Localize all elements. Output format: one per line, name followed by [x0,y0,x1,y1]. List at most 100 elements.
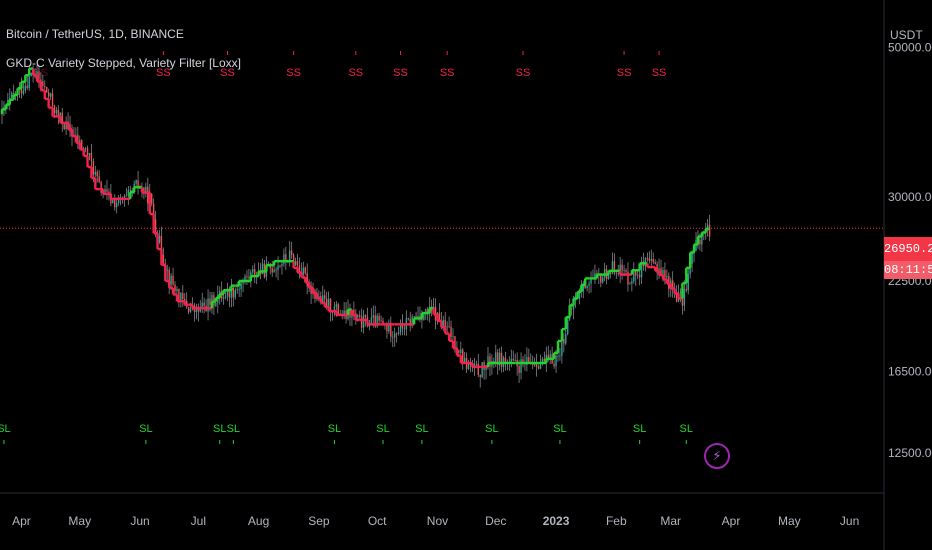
signal-bottom-label: SL [633,423,646,435]
candle-body [154,219,157,235]
time-tick-label: Mar [660,514,681,528]
candle-body [57,109,60,116]
time-tick-label: Sep [308,514,330,528]
candle-body [504,357,507,363]
candle-body [84,147,87,149]
time-tick-label: Feb [606,514,627,528]
candle-body [691,253,693,264]
candle-body [640,261,643,278]
candle-body [333,306,336,313]
candle-body [100,182,102,193]
candle-body [638,274,641,278]
candle-body [94,171,97,175]
signal-top-label: SS [617,67,632,79]
candle-body [401,322,404,329]
candle-body [675,293,678,302]
symbol-legend[interactable]: Bitcoin / TetherUS, 1D, BINANCE [6,27,184,41]
candle-body [125,195,128,197]
candle-body [656,263,658,273]
candle-body [285,254,287,261]
candle-body [189,308,192,312]
candle-body [77,134,79,144]
candle-body [279,265,281,267]
candle-body [497,352,499,366]
candle-body [495,352,497,364]
candle-body [386,324,388,332]
time-tick-label: Jun [130,514,149,528]
candle-body [211,295,213,305]
signal-top-label: SS [156,67,171,79]
signal-bottom-label: SL [0,423,11,435]
candle-body [397,332,400,334]
candle-body [20,86,23,94]
candle-body [302,267,305,275]
time-tick-label: Apr [12,514,31,528]
filter-line-layer [0,67,884,369]
candle-body [234,290,236,298]
candle-body [331,312,334,314]
candle-body [427,309,429,314]
signal-top-label: SS [393,67,408,79]
candle-body [409,319,411,326]
candle-body [24,85,27,91]
candle-body [475,363,478,365]
lightning-bolt-icon[interactable]: ⚡ [704,443,730,469]
candle-body [650,259,652,261]
candle-body [666,275,668,278]
signal-top-label: SS [516,67,531,79]
candle-body [500,352,503,367]
candle-body [498,352,501,366]
candle-body [450,326,452,337]
candle-body [209,298,211,305]
candle-body [3,106,5,109]
candle-body [176,289,178,292]
candle-body [415,316,417,318]
candle-body [454,336,456,348]
candle-body [600,274,602,283]
candle-body [322,295,324,303]
candle-body [327,298,330,307]
candle-body [522,359,524,364]
candle-body [296,261,299,266]
candle-body [150,193,153,204]
candle-body [143,187,145,195]
candle-body [26,85,28,89]
candle-body [664,270,666,278]
candle-body [289,250,291,261]
candle-body [357,315,359,317]
candle-body [395,333,398,335]
time-tick-label: May [778,514,801,528]
bar-countdown-label: 08:11:53 [884,261,932,279]
price-axis[interactable]: USDT50000.0030000.0022500.0016500.001250… [888,28,932,460]
candle-body [590,279,592,284]
candle-body [51,93,54,106]
candle-body [98,176,100,183]
candle-body [63,124,65,130]
candle-body [275,269,277,271]
candle-body [489,356,491,367]
candle-body [390,322,392,337]
price-tick-label: 16500.00 [888,365,932,379]
candle-body [290,250,293,255]
candle-body [699,239,701,245]
candle-body [358,315,361,317]
signal-bottom-label: SL [328,423,341,435]
candle-body [563,338,565,344]
candle-body [242,281,244,284]
signal-bottom-label: SL [485,423,498,435]
candle-body [240,283,242,290]
time-axis[interactable]: Apr May Jun Jul Aug Sep Oct Nov Dec 2023 Feb Mar Apr… [12,514,859,528]
candle-body [685,289,687,291]
candle-body [393,333,396,338]
indicator-legend[interactable]: GKD-C Variety Stepped, Variety Filter [L… [6,56,241,70]
candle-body [28,75,30,89]
candle-body [55,109,58,114]
candle-body [458,350,460,353]
candle-body [444,319,446,327]
candle-body [106,189,108,192]
candle-body [49,93,52,97]
candle-body [679,291,682,294]
candle-body [539,363,542,369]
